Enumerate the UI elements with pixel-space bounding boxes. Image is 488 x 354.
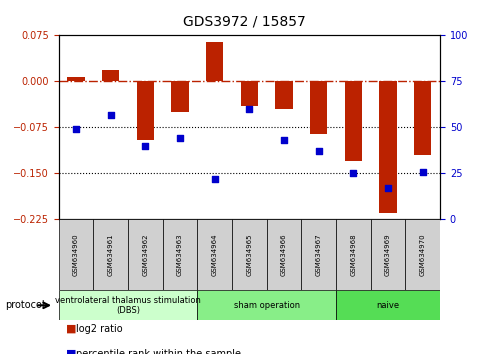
Text: GSM634967: GSM634967: [315, 234, 321, 276]
Text: naive: naive: [376, 301, 399, 310]
Text: GSM634966: GSM634966: [281, 234, 286, 276]
Text: GSM634961: GSM634961: [107, 234, 113, 276]
Bar: [137, 81, 154, 140]
Text: GSM634964: GSM634964: [211, 234, 217, 276]
Text: protocol: protocol: [5, 300, 44, 310]
Text: GSM634968: GSM634968: [350, 234, 356, 276]
FancyBboxPatch shape: [128, 219, 163, 290]
Text: ■: ■: [66, 349, 76, 354]
Point: [210, 176, 218, 182]
Point: [314, 149, 322, 154]
Point: [349, 171, 357, 176]
Text: GSM634962: GSM634962: [142, 234, 148, 276]
Bar: [275, 81, 292, 109]
Point: [72, 126, 80, 132]
Text: GSM634965: GSM634965: [246, 234, 252, 276]
Text: ■: ■: [66, 324, 76, 334]
Bar: [379, 81, 396, 213]
FancyBboxPatch shape: [232, 219, 266, 290]
Point: [384, 185, 391, 191]
Bar: [413, 81, 430, 155]
FancyBboxPatch shape: [163, 219, 197, 290]
Text: GDS3972 / 15857: GDS3972 / 15857: [183, 14, 305, 28]
FancyBboxPatch shape: [93, 219, 128, 290]
Point: [106, 112, 114, 118]
Bar: [205, 41, 223, 81]
Text: GSM634960: GSM634960: [73, 234, 79, 276]
Bar: [344, 81, 361, 161]
Text: GSM634969: GSM634969: [385, 234, 390, 276]
Text: sham operation: sham operation: [233, 301, 299, 310]
FancyBboxPatch shape: [370, 219, 405, 290]
FancyBboxPatch shape: [266, 219, 301, 290]
Point: [418, 169, 426, 175]
Point: [176, 136, 183, 141]
FancyBboxPatch shape: [59, 219, 93, 290]
Text: log2 ratio: log2 ratio: [76, 324, 122, 334]
FancyBboxPatch shape: [405, 219, 439, 290]
Bar: [240, 81, 258, 106]
Point: [245, 106, 253, 112]
Bar: [102, 70, 119, 81]
Text: GSM634963: GSM634963: [177, 234, 183, 276]
Text: ventrolateral thalamus stimulation
(DBS): ventrolateral thalamus stimulation (DBS): [55, 296, 201, 315]
FancyBboxPatch shape: [197, 219, 232, 290]
Text: percentile rank within the sample: percentile rank within the sample: [76, 349, 240, 354]
FancyBboxPatch shape: [335, 219, 370, 290]
FancyBboxPatch shape: [59, 290, 197, 320]
Bar: [171, 81, 188, 112]
Point: [280, 137, 287, 143]
FancyBboxPatch shape: [335, 290, 439, 320]
Point: [141, 143, 149, 149]
Bar: [67, 76, 84, 81]
Text: GSM634970: GSM634970: [419, 234, 425, 276]
Bar: [309, 81, 327, 133]
FancyBboxPatch shape: [301, 219, 335, 290]
FancyBboxPatch shape: [197, 290, 335, 320]
